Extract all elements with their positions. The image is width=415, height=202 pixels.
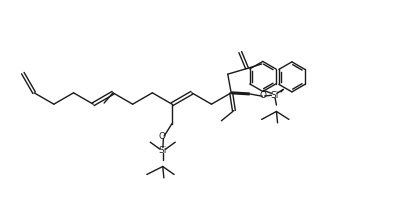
Text: O: O — [159, 132, 166, 141]
Text: Si: Si — [270, 90, 278, 100]
Text: Si: Si — [159, 146, 167, 155]
Text: O: O — [260, 91, 267, 100]
